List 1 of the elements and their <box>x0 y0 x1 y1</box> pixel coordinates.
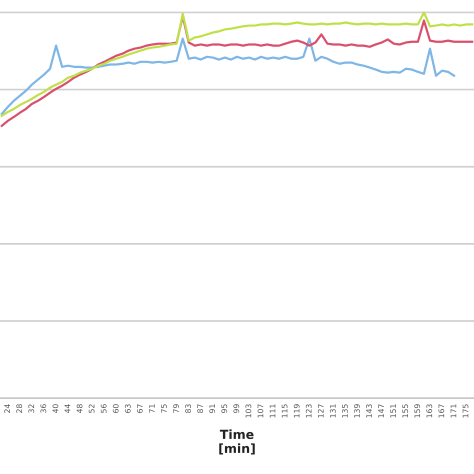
x-axis-title: Time [min] <box>219 429 255 455</box>
